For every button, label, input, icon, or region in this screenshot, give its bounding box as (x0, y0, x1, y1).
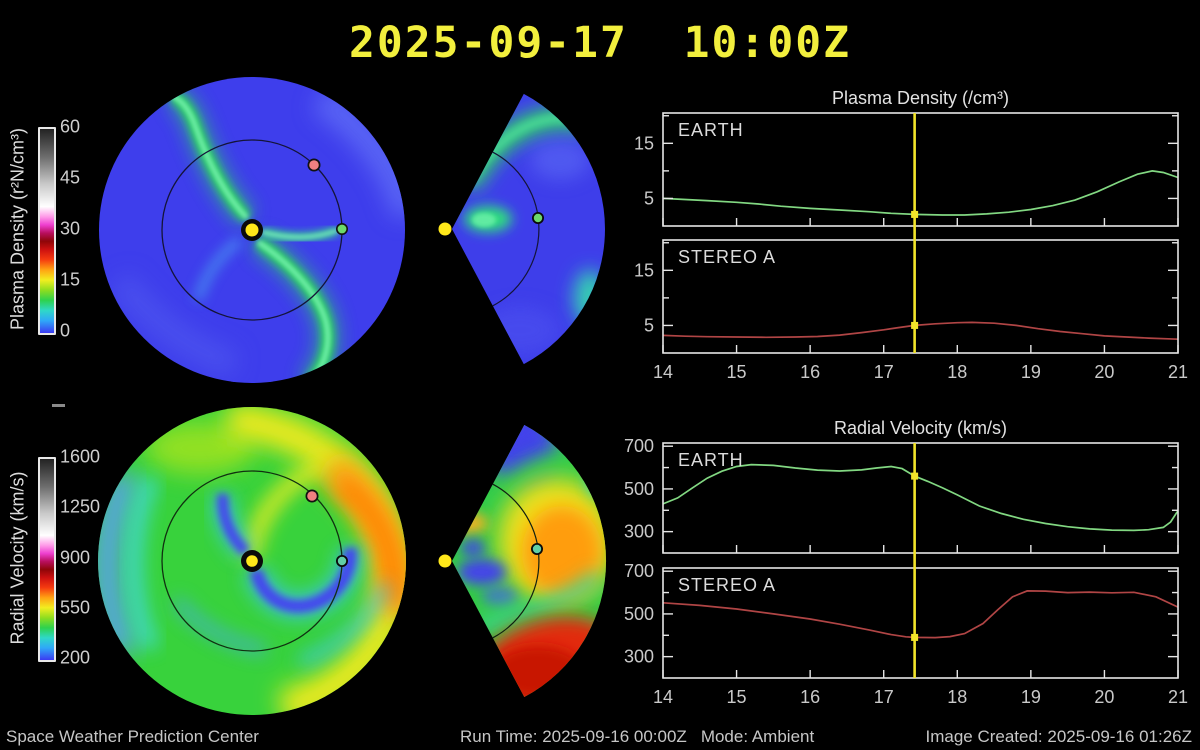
x-tick-label: 17 (874, 687, 894, 707)
panel-label-earth: EARTH (678, 120, 744, 140)
panel-label-stereo-a: STEREO A (678, 575, 777, 595)
series-line (662, 170, 1179, 216)
colorbar-tick: 60 (60, 116, 81, 137)
y-tick-label: 5 (644, 315, 654, 335)
current-time-marker-dot (911, 472, 919, 480)
earth-dot (336, 555, 348, 567)
sun-dot (241, 219, 263, 241)
velocity-colorbar (38, 457, 56, 662)
y-tick-label: 500 (624, 479, 654, 499)
x-tick-label: 20 (1094, 362, 1114, 382)
colorbar-tick: 1600 (60, 446, 101, 467)
x-tick-label: 21 (1168, 687, 1188, 707)
panel-label-stereo-a: STEREO A (678, 247, 777, 267)
colorbar-tick: 15 (60, 269, 81, 290)
series-line (662, 590, 1179, 639)
velocity-chart-title: Radial Velocity (km/s) (833, 418, 1008, 438)
one-au-orbit-arc (492, 483, 540, 639)
x-tick-label: 17 (874, 362, 894, 382)
plot-frame (662, 239, 1179, 354)
y-tick-label: 300 (624, 647, 654, 667)
y-tick-label: 5 (644, 188, 654, 208)
plot-frame (662, 112, 1179, 227)
x-tick-label: 18 (947, 362, 967, 382)
sun-dot (241, 550, 263, 572)
earth-dot (532, 212, 544, 224)
colorbar-tick: 200 (60, 647, 91, 668)
colorbar-tick: 30 (60, 218, 81, 239)
page-title: 2025-09-17 10:00Z (349, 18, 851, 68)
y-tick-label: 15 (634, 133, 654, 153)
footer-image-created: Image Created: 2025-09-16 01:26Z (925, 727, 1192, 746)
earth-dot (531, 543, 543, 555)
sun-dot (438, 554, 452, 568)
y-tick-label: 300 (624, 522, 654, 542)
series-line (662, 463, 1179, 532)
colorbar-tick: 550 (60, 597, 91, 618)
colorbar-tick: 900 (60, 547, 91, 568)
y-tick-label: 15 (634, 260, 654, 280)
velocity-polar-map (98, 407, 406, 715)
colorbar-tick: 45 (60, 167, 81, 188)
x-tick-label: 15 (727, 687, 747, 707)
colorbar-tick: 0 (60, 320, 71, 341)
x-tick-label: 21 (1168, 362, 1188, 382)
plot-frame (662, 567, 1179, 679)
x-tick-label: 19 (1021, 687, 1041, 707)
footer-run-time: Run Time: 2025-09-16 00:00Z (460, 727, 687, 746)
x-tick-label: 18 (947, 687, 967, 707)
y-tick-label: 500 (624, 604, 654, 624)
plot-frame (662, 442, 1179, 554)
sun-dot (438, 222, 452, 236)
density-colorbar-label: Plasma Density (r²N/cm³) (7, 127, 28, 331)
one-au-orbit-arc (492, 151, 540, 307)
footer-run-info: Run Time: 2025-09-16 00:00Z Mode: Ambient (460, 727, 814, 747)
current-time-marker-dot (911, 210, 919, 218)
density-chart-title: Plasma Density (/cm³) (831, 88, 1010, 108)
series-line (662, 321, 1179, 341)
x-tick-label: 15 (727, 362, 747, 382)
x-tick-label: 16 (800, 362, 820, 382)
x-tick-label: 14 (653, 362, 673, 382)
colorbar-tick: 1250 (60, 496, 101, 517)
footer-org-name: Space Weather Prediction Center (6, 727, 259, 746)
current-time-marker-dot (911, 633, 919, 641)
y-tick-label: 700 (624, 561, 654, 581)
velocity-colorbar-label: Radial Velocity (km/s) (7, 471, 28, 645)
artifact-dash (52, 404, 65, 407)
y-tick-label: 700 (624, 436, 654, 456)
density-colorbar (38, 127, 56, 335)
earth-dot (336, 223, 348, 235)
footer-mode: Mode: Ambient (700, 727, 815, 746)
x-tick-label: 20 (1094, 687, 1114, 707)
x-tick-label: 16 (800, 687, 820, 707)
current-time-marker-dot (911, 321, 919, 329)
x-tick-label: 14 (653, 687, 673, 707)
panel-label-earth: EARTH (678, 450, 744, 470)
stereo-a-dot (305, 489, 319, 503)
density-polar-map (99, 77, 405, 383)
x-tick-label: 19 (1021, 362, 1041, 382)
stereo-a-dot (307, 158, 321, 172)
